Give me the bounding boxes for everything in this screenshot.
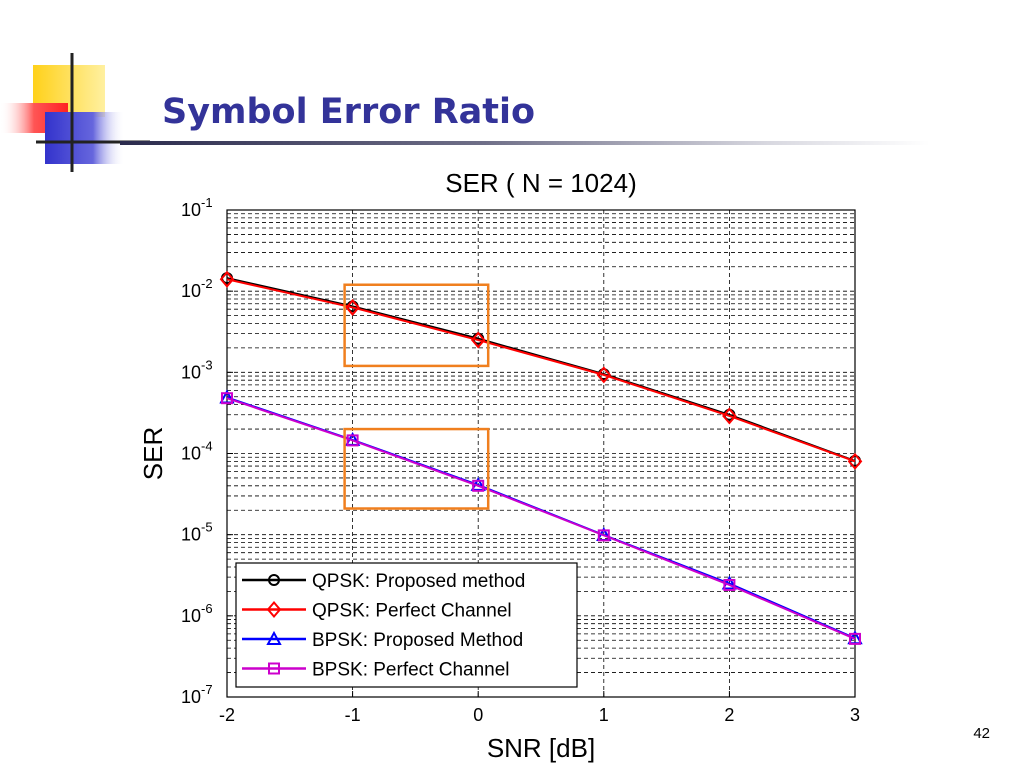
legend-entry: BPSK: Proposed Method: [312, 630, 523, 651]
y-tick-exponent: -6: [201, 601, 213, 616]
data-point: [847, 452, 863, 470]
legend-marker: [266, 600, 282, 619]
y-tick-exponent: -2: [201, 276, 213, 291]
x-axis-label: SNR [dB]: [487, 733, 595, 763]
x-tick-label: 3: [850, 705, 860, 725]
legend-entry: BPSK: Perfect Channel: [312, 660, 510, 681]
legend-entry: QPSK: Proposed method: [312, 571, 525, 592]
logo-blue-square: [45, 112, 125, 164]
data-point: [221, 392, 233, 405]
data-point: [596, 366, 612, 384]
series-line: [226, 397, 856, 640]
y-tick-exponent: -7: [201, 682, 213, 697]
legend-marker: [268, 574, 280, 586]
slide-logo: [0, 53, 150, 172]
x-tick-label: 1: [599, 705, 609, 725]
x-tick-label: 0: [473, 705, 483, 725]
x-tick-label: -1: [345, 705, 361, 725]
series-4: [221, 392, 861, 645]
legend-marker: [266, 630, 282, 645]
x-tick-label: 2: [724, 705, 734, 725]
data-point: [345, 298, 360, 316]
legend-marker: [268, 662, 280, 675]
data-point: [472, 479, 485, 492]
legend-box: [235, 562, 578, 688]
series-line: [226, 277, 856, 462]
series-line: [226, 278, 856, 463]
y-tick-label: 10-2: [181, 276, 213, 301]
data-point: [346, 434, 359, 447]
y-tick-exponent: -3: [201, 357, 213, 372]
x-tick-label: -2: [219, 705, 235, 725]
title-underline: [120, 141, 930, 145]
y-tick-label: 10-4: [181, 439, 213, 464]
data-point: [597, 529, 610, 542]
y-axis-label: SER: [138, 427, 168, 480]
data-point: [849, 632, 861, 645]
y-tick-label: 10-3: [181, 357, 213, 382]
highlight-box-1: [343, 283, 490, 368]
legend-entry: QPSK: Perfect Channel: [312, 601, 512, 622]
slide-title: Symbol Error Ratio: [162, 92, 536, 132]
highlight-box-2: [343, 427, 490, 510]
y-tick-label: 10-7: [181, 682, 213, 707]
y-tick-exponent: -4: [201, 439, 213, 454]
y-tick-label: 10-1: [181, 195, 213, 220]
y-tick-exponent: -5: [201, 520, 213, 535]
y-tick-label: 10-6: [181, 601, 213, 626]
y-tick-label: 10-5: [181, 520, 213, 545]
data-point: [722, 407, 737, 425]
page-number: 42: [973, 725, 990, 742]
data-point: [470, 331, 486, 349]
series-2: [219, 270, 863, 470]
data-point: [219, 270, 235, 288]
chart-title: SER ( N = 1024): [445, 168, 636, 198]
data-point: [723, 578, 736, 591]
y-tick-exponent: -1: [201, 195, 213, 210]
legend: QPSK: Proposed method QPSK: Perfect Chann…: [235, 562, 578, 688]
